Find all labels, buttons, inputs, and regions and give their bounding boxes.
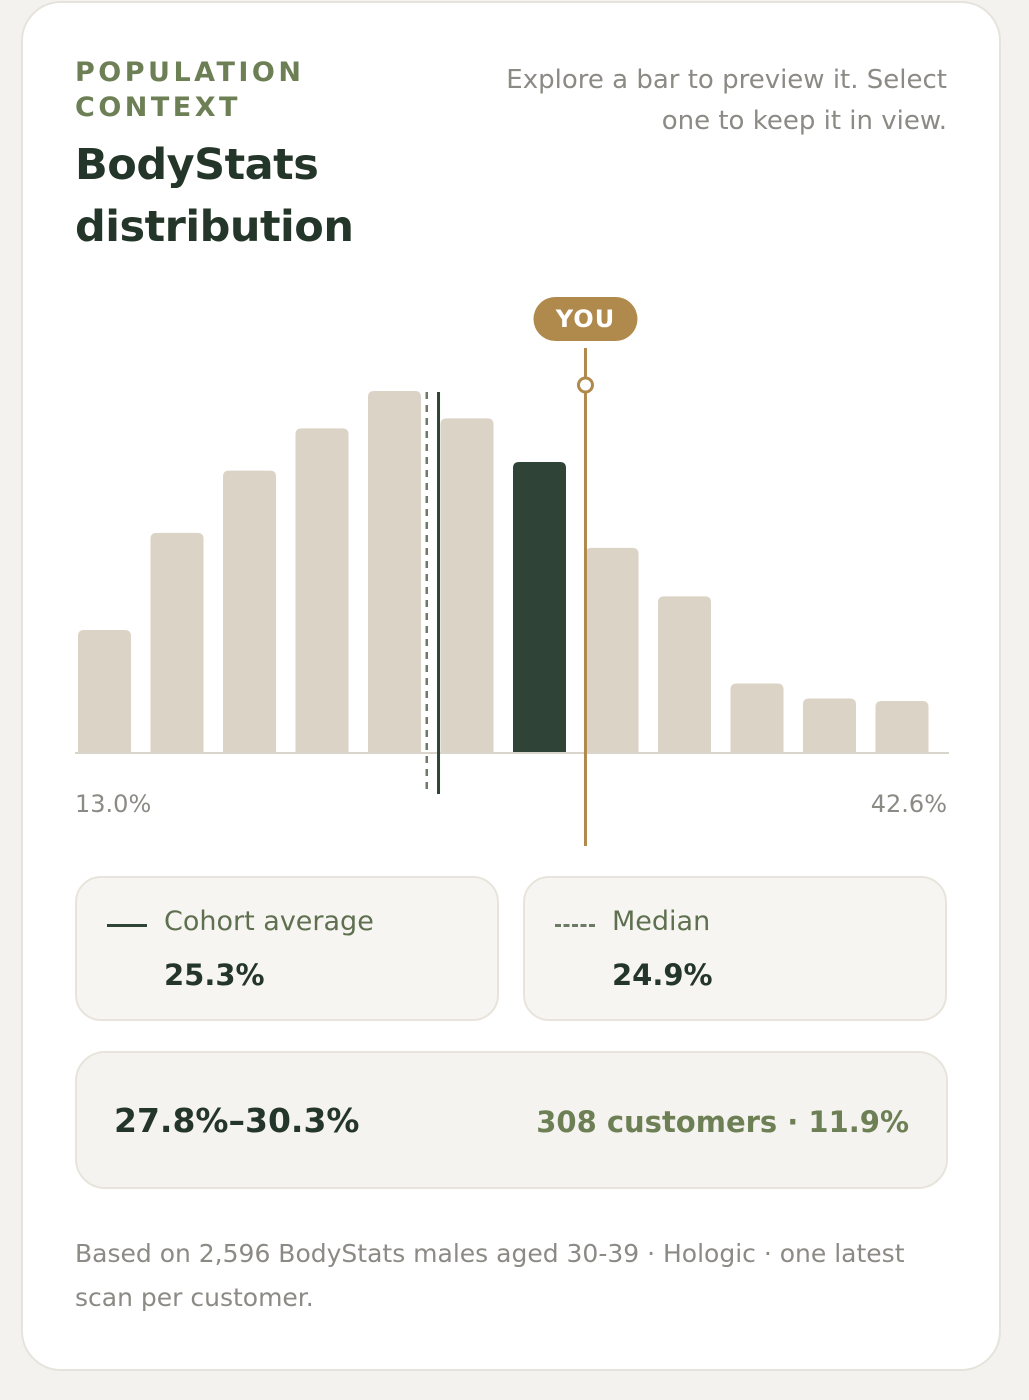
histogram-svg: YOU bbox=[75, 297, 949, 846]
cohort-average-value: 25.3% bbox=[164, 958, 265, 992]
cohort-average-card: Cohort average 25.3% bbox=[75, 876, 499, 1021]
histogram-bar[interactable] bbox=[585, 547, 639, 752]
histogram-bar-selected[interactable] bbox=[513, 461, 566, 752]
you-marker-pill bbox=[533, 297, 638, 341]
median-value: 24.9% bbox=[612, 958, 713, 992]
histogram-bar[interactable] bbox=[223, 470, 276, 752]
histogram-bar[interactable] bbox=[730, 683, 784, 752]
median-label: Median bbox=[612, 906, 711, 937]
instruction-text: Explore a bar to preview it. Select one … bbox=[506, 65, 947, 136]
data-source-footnote: Based on 2,596 BodyStats males aged 30-3… bbox=[75, 1239, 905, 1312]
dashed-line-legend-icon bbox=[555, 924, 595, 927]
histogram-chart: YOU bbox=[0, 280, 1029, 860]
solid-line-legend-icon bbox=[107, 924, 147, 927]
x-axis-max-label: 42.6% bbox=[870, 790, 947, 818]
histogram-bar[interactable] bbox=[295, 428, 349, 752]
page-title: BodyStats distribution bbox=[75, 140, 354, 252]
histogram-bar[interactable] bbox=[803, 698, 856, 752]
selected-bin-range: 27.8%–30.3% bbox=[114, 1101, 360, 1140]
histogram-bar[interactable] bbox=[368, 391, 421, 752]
you-marker-dot bbox=[576, 376, 594, 394]
you-marker-label: YOU bbox=[555, 305, 615, 333]
cohort-average-label: Cohort average bbox=[164, 906, 374, 937]
selected-bin-panel: 27.8%–30.3% 308 customers · 11.9% bbox=[75, 1051, 948, 1189]
histogram-bar[interactable] bbox=[658, 596, 711, 752]
histogram-bar[interactable] bbox=[440, 418, 494, 752]
histogram-bar[interactable] bbox=[150, 532, 204, 752]
x-axis-min-label: 13.0% bbox=[75, 790, 152, 818]
median-card: Median 24.9% bbox=[523, 876, 947, 1021]
selected-bin-count: 308 customers · 11.9% bbox=[536, 1105, 909, 1139]
section-eyebrow: POPULATION CONTEXT bbox=[75, 57, 305, 123]
histogram-bar[interactable] bbox=[78, 630, 131, 752]
histogram-bar[interactable] bbox=[875, 700, 929, 752]
